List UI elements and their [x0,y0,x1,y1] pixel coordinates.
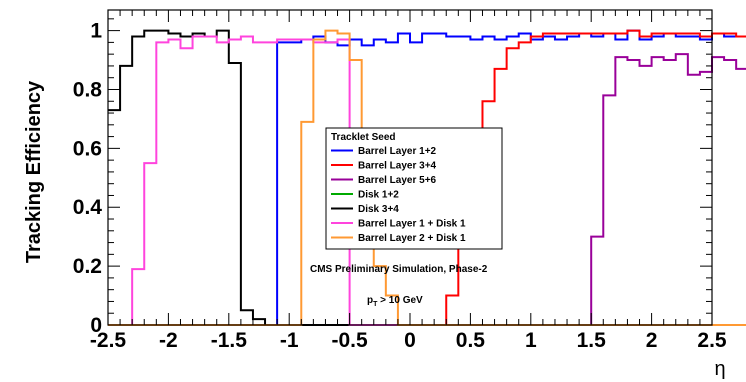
annotation-pt-subscript: T [373,301,378,308]
x-tick-label: 0.5 [456,329,486,352]
y-axis-title: Tracking Efficiency [23,80,45,263]
annotation-pt: pT > 10 GeV [367,295,423,308]
annotation-pt-cut: > 10 GeV [377,295,423,306]
series-line-7 [108,29,746,326]
x-tick-label: 1.5 [577,329,607,352]
x-tick-label: -2.5 [90,329,127,352]
x-axis-title: η [714,358,725,380]
legend-label-1: Barrel Layer 1+2 [358,146,437,157]
annotation-pt-symbol: p [367,295,373,306]
y-tick-label: 0.8 [73,78,103,101]
y-tick-label: 0 [90,314,102,337]
legend-entries: Barrel Layer 1+2 Barrel Layer 3+4 Barrel L… [331,146,466,244]
y-tick-label: 0.4 [73,196,103,219]
x-tick-label: 2.5 [697,329,727,352]
series-line-1 [108,29,746,326]
x-tick-label: -1 [280,329,299,352]
y-tick-label: 0.2 [73,255,102,278]
y-tick-label: 0.6 [73,137,102,160]
legend-label-3: Barrel Layer 5+6 [358,175,437,186]
legend-label-7: Barrel Layer 2 + Disk 1 [358,233,466,244]
x-tick-label: -0.5 [332,329,369,352]
x-tick-label: 2 [646,329,658,352]
legend-label-2: Barrel Layer 3+4 [358,161,437,172]
ticks-layer [107,10,713,326]
x-tick-label: 0 [404,329,416,352]
legend-box [325,127,503,250]
x-tick-label: 1 [525,329,537,352]
legend-label-5: Disk 3+4 [358,204,399,215]
x-tick-label: -1.5 [211,329,248,352]
annotation-cms: CMS Preliminary Simulation, Phase-2 [310,264,488,275]
legend-header: Tracklet Seed [331,132,395,143]
y-tick-label: 1 [90,20,102,43]
legend-label-4: Disk 1+2 [358,190,399,201]
tick-labels: -2.5 -2 -1.5 -1 -0.5 0 0.5 1 1.5 2 2.5 0 0.2 0.4 0.6 0.… [73,20,727,352]
x-tick-label: -2 [159,329,178,352]
legend-label-6: Barrel Layer 1 + Disk 1 [358,219,466,230]
